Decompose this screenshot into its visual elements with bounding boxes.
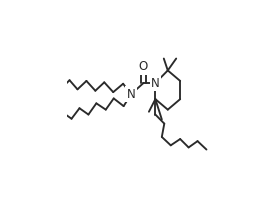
Text: N: N (127, 88, 135, 101)
Text: N: N (151, 77, 160, 89)
Text: O: O (139, 60, 148, 73)
